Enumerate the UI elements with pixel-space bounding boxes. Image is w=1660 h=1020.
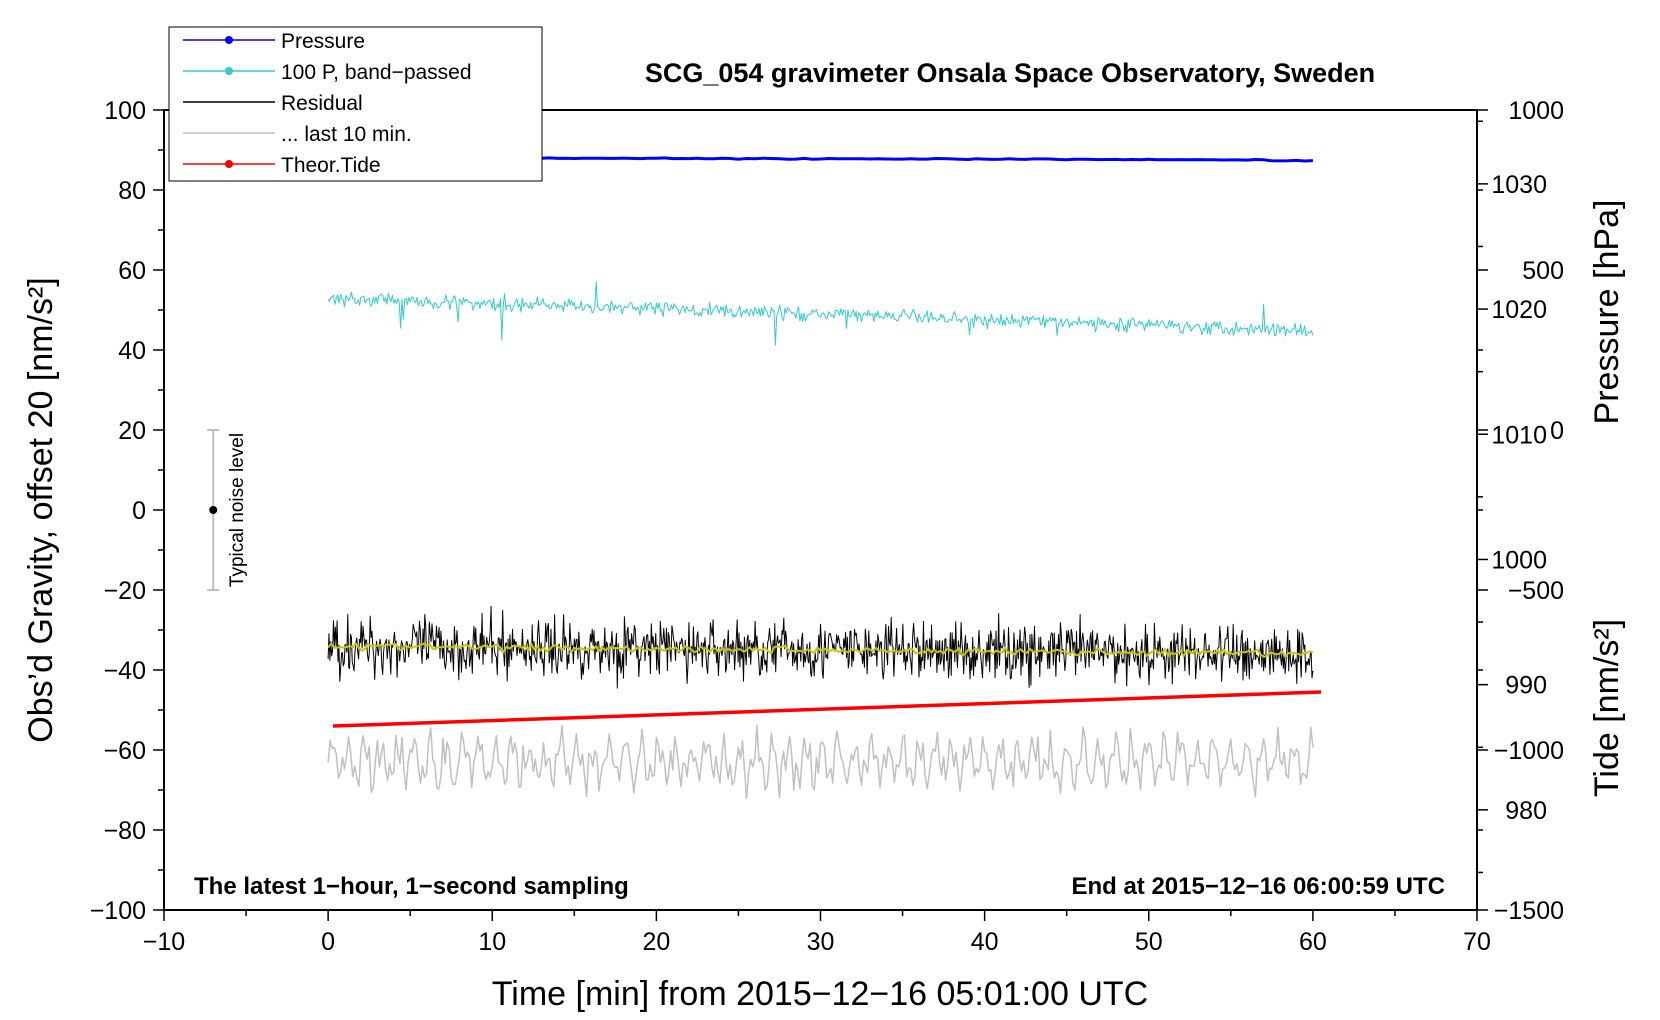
y-tick-label: 100	[104, 97, 146, 125]
footer-right: End at 2015−12−16 06:00:59 UTC	[1071, 873, 1445, 900]
legend-marker	[225, 67, 233, 75]
legend-marker	[225, 36, 233, 44]
pressure-tick-label: 1020	[1491, 296, 1547, 324]
noise-label: Typical noise level	[227, 433, 248, 587]
y-tick-label: 60	[118, 257, 146, 285]
tide-tick-label: −500	[1508, 577, 1564, 605]
legend-label: Pressure	[281, 30, 365, 53]
y-tick-label: −40	[104, 657, 146, 685]
series-layer	[327, 155, 1322, 799]
x-tick-label: 40	[971, 928, 999, 956]
series-theor-tide	[332, 690, 1322, 728]
tide-tick-label: 500	[1522, 257, 1564, 285]
footer-left: The latest 1−hour, 1−second sampling	[194, 873, 629, 900]
pressure-tick-label: 980	[1505, 797, 1547, 825]
tide-tick-label: −1500	[1494, 897, 1564, 925]
noise-indicator	[207, 429, 220, 591]
x-tick-label: 50	[1135, 928, 1163, 956]
legend-label: Residual	[281, 92, 363, 115]
pressure-tick-label: 1030	[1491, 171, 1547, 199]
legend-label: 100 P, band−passed	[281, 61, 472, 84]
ticks-layer: −10 0 10 20 30 40 50 60 70−100−80−60−40−20020406…	[90, 97, 1564, 956]
x-tick-label: 30	[807, 928, 835, 956]
y-tick-label: −100	[90, 897, 146, 925]
x-tick-label: −10	[143, 928, 185, 956]
y-tick-label: 0	[132, 497, 146, 525]
y-tick-label: 40	[118, 337, 146, 365]
pressure-axis-title: Pressure [hPa]	[1588, 200, 1626, 425]
tide-tick-label: 0	[1550, 417, 1564, 445]
legend-label: Theor.Tide	[281, 154, 381, 177]
x-tick-label: 70	[1463, 928, 1491, 956]
x-tick-label: 10	[478, 928, 506, 956]
y-axis-title-text: Obs’d Gravity, offset 20 [nm/s²]	[22, 277, 60, 742]
pressure-tick-label: 990	[1505, 672, 1547, 700]
tide-tick-label: −1000	[1494, 737, 1564, 765]
tide-tick-label: 1000	[1508, 97, 1564, 125]
x-tick-label: 20	[642, 928, 670, 956]
series-last-10-min	[327, 724, 1314, 799]
series-residual	[327, 605, 1314, 689]
y-tick-label: −20	[104, 577, 146, 605]
legend: Pressure 100 P, band−passed Residual ... la…	[168, 26, 543, 182]
x-axis-title: Time [min] from 2015−12−16 05:01:00 UTC	[492, 975, 1148, 1013]
series-100p-band-passed	[327, 281, 1314, 346]
pressure-tick-label: 1010	[1491, 421, 1547, 449]
y-tick-label: 20	[118, 417, 146, 445]
y-axis-title: Obs’d Gravity, offset 20 [nm/s²]	[22, 277, 60, 742]
series-residual-smoothed	[327, 642, 1314, 658]
noise-bar-center	[209, 506, 218, 514]
x-tick-label: 60	[1299, 928, 1327, 956]
pressure-tick-label: 1000	[1491, 546, 1547, 574]
chart-title: SCG_054 gravimeter Onsala Space Observat…	[645, 58, 1375, 88]
tide-axis-title: Tide [nm/s²]	[1588, 619, 1626, 797]
legend-box	[168, 26, 543, 182]
y-tick-label: −60	[104, 737, 146, 765]
x-tick-label: 0	[321, 928, 335, 956]
y-tick-label: 80	[118, 177, 146, 205]
legend-label: ... last 10 min.	[281, 123, 412, 146]
legend-marker	[225, 160, 233, 168]
y-tick-label: −80	[104, 817, 146, 845]
